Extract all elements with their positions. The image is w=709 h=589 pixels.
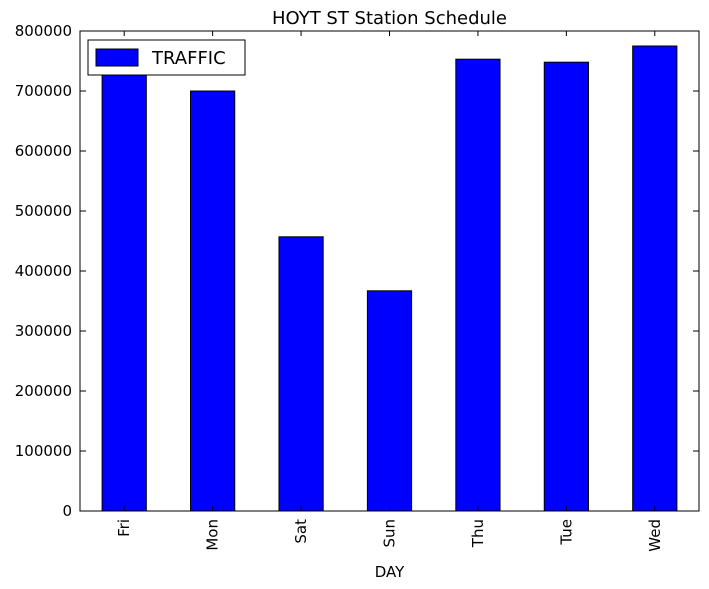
legend-swatch: [95, 48, 139, 67]
x-tick-labels: Fri Mon Sat Sun Thu Tue Wed: [115, 519, 664, 552]
x-tick-label: Sun: [381, 519, 399, 548]
x-tick-label: Mon: [204, 519, 222, 551]
x-tick-label: Tue: [557, 519, 575, 546]
bar-sun: [366, 290, 413, 512]
y-tick-label: 800000: [15, 22, 72, 40]
x-tick-label: Thu: [469, 519, 487, 548]
y-tick-label: 600000: [15, 142, 72, 160]
legend: TRAFFIC: [87, 39, 246, 76]
x-axis-label: DAY: [375, 563, 405, 581]
bar-tue: [543, 61, 589, 512]
bars-group: [101, 45, 678, 512]
bar-sat: [278, 236, 324, 512]
x-tick-label: Sat: [292, 519, 310, 544]
y-tick-label: 300000: [15, 322, 72, 340]
y-tick-labels: 0 100000 200000 300000 400000 500000 600000 700…: [15, 22, 72, 520]
bar-thu: [455, 58, 501, 512]
ticks-group: [80, 30, 699, 512]
y-tick-label: 400000: [15, 262, 72, 280]
chart-title: HOYT ST Station Schedule: [272, 8, 507, 29]
x-tick-label: Wed: [646, 519, 664, 552]
legend-label: TRAFFIC: [151, 48, 226, 69]
bar-fri: [101, 73, 147, 512]
y-tick-label: 200000: [15, 382, 72, 400]
y-tick-label: 500000: [15, 202, 72, 220]
y-tick-label: 0: [62, 502, 72, 520]
bar-mon: [190, 90, 236, 512]
y-tick-label: 100000: [15, 442, 72, 460]
y-tick-label: 700000: [15, 82, 72, 100]
bar-wed: [632, 45, 678, 512]
x-tick-label: Fri: [115, 519, 133, 537]
